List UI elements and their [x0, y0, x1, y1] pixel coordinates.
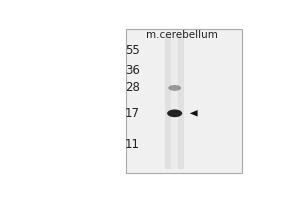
- Ellipse shape: [168, 85, 181, 91]
- Bar: [165, 35, 184, 169]
- Bar: [171, 35, 178, 169]
- Text: 55: 55: [125, 44, 140, 57]
- Text: 36: 36: [125, 64, 140, 77]
- Text: m.cerebellum: m.cerebellum: [146, 30, 218, 40]
- Bar: [126, 29, 242, 173]
- Polygon shape: [190, 110, 198, 117]
- Text: 17: 17: [125, 107, 140, 120]
- Text: 28: 28: [125, 81, 140, 94]
- Ellipse shape: [167, 109, 182, 117]
- Text: 11: 11: [125, 138, 140, 151]
